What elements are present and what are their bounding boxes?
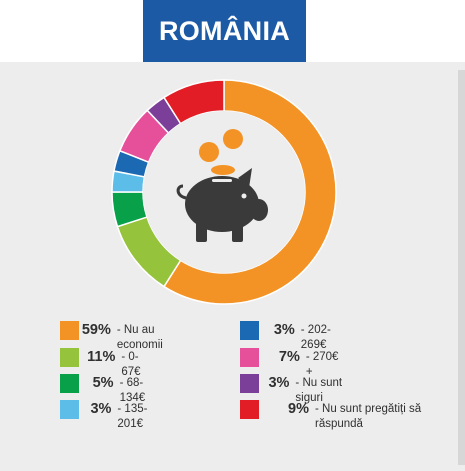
legend-swatch <box>240 348 259 367</box>
legend-label: - 135-201€ <box>117 403 148 430</box>
legend-item: 59% - Nu au economii <box>60 321 177 353</box>
coin-icon <box>223 129 243 149</box>
legend-percent: 3% <box>273 322 295 338</box>
legend-percent: 3% <box>90 401 112 417</box>
legend-label: - 0-67€ <box>121 351 141 378</box>
legend-swatch <box>60 348 79 367</box>
legend-item: 3% - Nu sunt siguri <box>240 374 342 406</box>
legend-label: - Nu sunt siguri <box>295 377 343 404</box>
legend-label: - Nu sunt pregătiți să răspundă <box>315 403 422 430</box>
legend-swatch <box>60 374 79 393</box>
piggy-bank-icon <box>176 129 268 242</box>
legend-item: 11% - 0-67€ <box>60 348 150 380</box>
legend-percent: 7% <box>278 349 300 365</box>
panel-divider <box>458 70 465 465</box>
legend-item: 7% - 270€ + <box>240 348 341 380</box>
legend-percent: 59% <box>81 322 111 338</box>
legend-swatch <box>240 400 259 419</box>
legend-item: 3% - 202-269€ <box>240 321 341 353</box>
coin-icon <box>199 142 219 162</box>
coin-slot-icon <box>211 165 235 175</box>
legend-item: 3% - 135-201€ <box>60 400 157 432</box>
legend-percent: 9% <box>288 401 309 417</box>
legend-swatch <box>240 321 259 340</box>
donut-chart <box>111 79 337 305</box>
legend-label: - 270€ + <box>305 351 339 378</box>
legend-percent: 5% <box>92 375 114 391</box>
legend-item: 5% - 68-134€ <box>60 374 157 406</box>
donut-slices <box>111 79 337 305</box>
legend-swatch <box>60 400 79 419</box>
legend-item: 9% - Nu sunt pregătiți să răspundă <box>240 400 465 432</box>
legend-swatch <box>60 321 79 340</box>
legend-label: - Nu au economii <box>116 324 163 351</box>
page-title: ROMÂNIA <box>143 0 306 62</box>
legend-label: - 202-269€ <box>300 324 331 351</box>
legend-percent: 3% <box>268 375 290 391</box>
legend-label: - 68-134€ <box>119 377 146 404</box>
legend-swatch <box>240 374 259 393</box>
legend-percent: 11% <box>87 349 116 365</box>
